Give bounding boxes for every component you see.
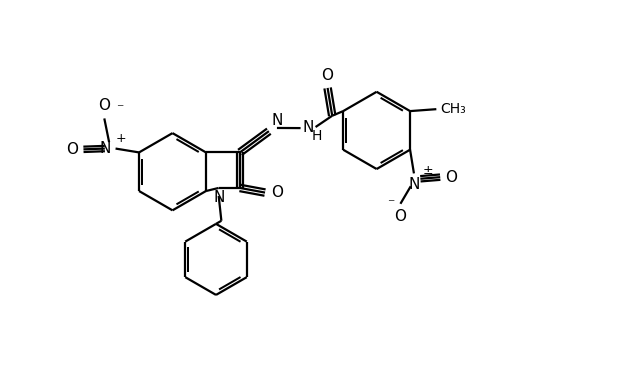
Text: +: + — [116, 133, 126, 146]
Text: ±: ± — [423, 164, 434, 177]
Text: ⁻: ⁻ — [387, 197, 394, 211]
Text: O: O — [271, 185, 284, 200]
Text: CH₃: CH₃ — [440, 102, 467, 116]
Text: O: O — [445, 170, 458, 185]
Text: N: N — [100, 141, 111, 156]
Text: N: N — [271, 113, 283, 128]
Text: O: O — [394, 209, 406, 224]
Text: N: N — [213, 190, 225, 205]
Text: O: O — [66, 142, 78, 157]
Text: H: H — [312, 129, 322, 143]
Text: O: O — [321, 67, 333, 83]
Text: N: N — [408, 177, 420, 192]
Text: ⁻: ⁻ — [116, 102, 124, 116]
Text: O: O — [99, 98, 110, 113]
Text: N: N — [303, 120, 314, 134]
